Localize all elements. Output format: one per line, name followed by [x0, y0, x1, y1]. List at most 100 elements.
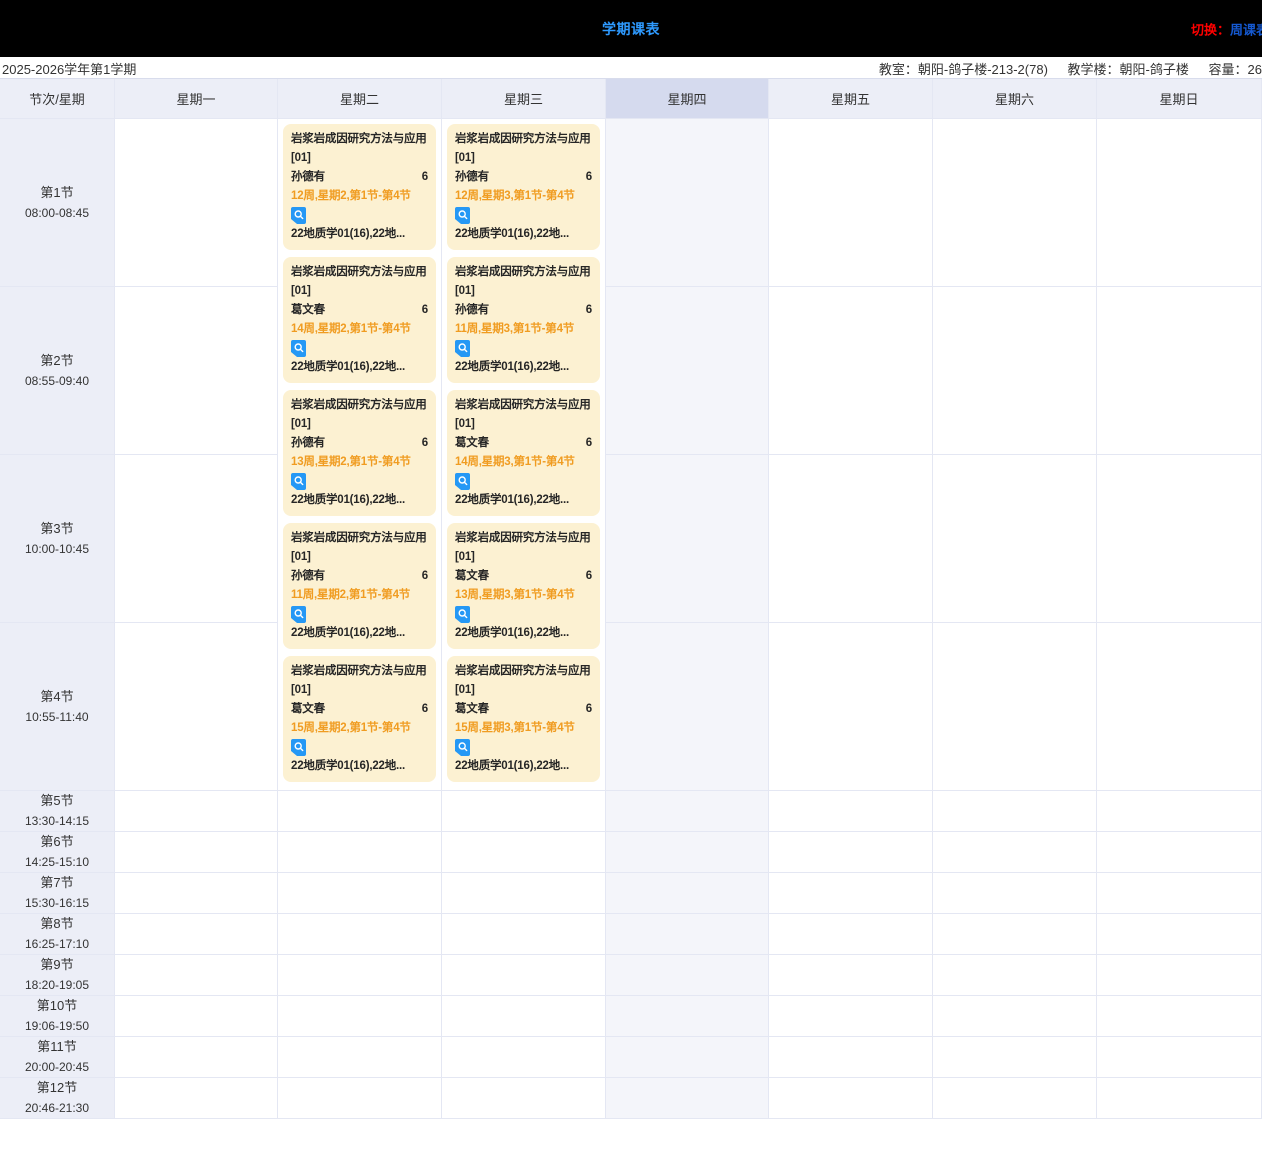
- course-card[interactable]: 岩浆岩成因研究方法与应用[01] 孙德有 6 13周,星期2,第1节-第4节 22地质学…: [283, 390, 436, 516]
- preview-search-icon[interactable]: [291, 473, 306, 490]
- course-card[interactable]: 岩浆岩成因研究方法与应用[01] 葛文春 6 15周,星期2,第1节-第4节 22地质学…: [283, 656, 436, 782]
- building-value: 朝阳-鸽子楼: [1119, 62, 1189, 77]
- icon-row: [455, 605, 592, 624]
- teacher-name: 孙德有: [455, 171, 489, 183]
- period-time: 13:30-14:15: [24, 814, 90, 828]
- period-time: 15:30-16:15: [24, 896, 90, 910]
- classroom-info: 教室：朝阳-鸽子楼-213-2(78): [879, 62, 1048, 77]
- schedule-cell: [115, 287, 278, 455]
- enrolled-count: 6: [585, 437, 592, 449]
- teacher-row: 孙德有 6: [291, 168, 428, 187]
- schedule-cell: [606, 791, 769, 832]
- schedule-cell: [769, 791, 933, 832]
- teacher-name: 葛文春: [455, 437, 489, 449]
- icon-row: [291, 605, 428, 624]
- page-title: 学期课表: [602, 20, 660, 37]
- period-cell-12: 第12节 20:46-21:30: [0, 1078, 115, 1119]
- icon-row: [455, 472, 592, 491]
- preview-search-icon[interactable]: [291, 340, 306, 357]
- schedule-cell: [115, 955, 278, 996]
- course-title: 岩浆岩成因研究方法与应用[01]: [291, 399, 427, 430]
- course-card[interactable]: 岩浆岩成因研究方法与应用[01] 葛文春 6 15周,星期3,第1节-第4节 22地质学…: [447, 656, 600, 782]
- day-header-6: 星期六: [933, 79, 1097, 119]
- period-time: 16:25-17:10: [24, 937, 90, 951]
- preview-search-icon[interactable]: [291, 207, 306, 224]
- schedule-cell: [769, 287, 933, 455]
- icon-row: [291, 206, 428, 225]
- schedule-cell: [1097, 1078, 1262, 1119]
- schedule-cell: [442, 1078, 606, 1119]
- schedule-cell: [115, 832, 278, 873]
- period-time: 19:06-19:50: [24, 1019, 90, 1033]
- preview-search-icon[interactable]: [455, 606, 470, 623]
- course-card[interactable]: 岩浆岩成因研究方法与应用[01] 葛文春 6 14周,星期2,第1节-第4节 22地质学…: [283, 257, 436, 383]
- building-label: 教学楼：: [1067, 62, 1120, 77]
- preview-search-icon[interactable]: [455, 207, 470, 224]
- schedule-cell: [115, 1078, 278, 1119]
- enrolled-count: 6: [585, 304, 592, 316]
- course-card[interactable]: 岩浆岩成因研究方法与应用[01] 孙德有 6 11周,星期2,第1节-第4节 22地质学…: [283, 523, 436, 649]
- student-classes: 22地质学01(16),22地...: [291, 760, 406, 772]
- icon-row: [291, 738, 428, 757]
- course-title: 岩浆岩成因研究方法与应用[01]: [455, 133, 591, 164]
- schedule-cell: [1097, 791, 1262, 832]
- preview-search-icon[interactable]: [455, 739, 470, 756]
- course-card[interactable]: 岩浆岩成因研究方法与应用[01] 孙德有 6 12周,星期2,第1节-第4节 22地质学…: [283, 124, 436, 250]
- schedule-cell: [442, 996, 606, 1037]
- schedule-cell: [606, 914, 769, 955]
- period-name: 第1节: [40, 184, 74, 200]
- period-cell-11: 第11节 20:00-20:45: [0, 1037, 115, 1078]
- schedule-cell: [1097, 914, 1262, 955]
- period-name: 第7节: [40, 875, 74, 890]
- preview-search-icon[interactable]: [291, 739, 306, 756]
- period-name: 第11节: [37, 1039, 77, 1054]
- period-name: 第12节: [36, 1080, 78, 1095]
- student-classes: 22地质学01(16),22地...: [291, 361, 406, 373]
- course-title: 岩浆岩成因研究方法与应用[01]: [291, 133, 427, 164]
- schedule-cell: [278, 791, 442, 832]
- schedule-cell: [278, 914, 442, 955]
- view-switch[interactable]: 切换：周课表: [1191, 19, 1262, 38]
- period-name: 第2节: [40, 352, 74, 368]
- preview-search-icon[interactable]: [291, 606, 306, 623]
- teacher-row: 孙德有 6: [291, 567, 428, 586]
- enrolled-count: 6: [421, 304, 428, 316]
- switch-week-view-link[interactable]: 周课表: [1229, 22, 1262, 37]
- preview-search-icon[interactable]: [455, 473, 470, 490]
- schedule-cell: [115, 873, 278, 914]
- student-classes: 22地质学01(16),22地...: [291, 494, 406, 506]
- course-title: 岩浆岩成因研究方法与应用[01]: [455, 399, 591, 430]
- period-cell-6: 第6节 14:25-15:10: [0, 832, 115, 873]
- course-card[interactable]: 岩浆岩成因研究方法与应用[01] 葛文春 6 13周,星期3,第1节-第4节 22地质学…: [447, 523, 600, 649]
- schedule-cell: [278, 1037, 442, 1078]
- course-card[interactable]: 岩浆岩成因研究方法与应用[01] 葛文春 6 14周,星期3,第1节-第4节 22地质学…: [447, 390, 600, 516]
- period-cell-10: 第10节 19:06-19:50: [0, 996, 115, 1037]
- schedule-cell: [442, 832, 606, 873]
- schedule-cell: [1097, 832, 1262, 873]
- period-time: 10:55-11:40: [25, 709, 89, 724]
- schedule-cell: [442, 791, 606, 832]
- preview-search-icon[interactable]: [455, 340, 470, 357]
- day-header-4: 星期四: [606, 79, 769, 119]
- student-classes: 22地质学01(16),22地...: [455, 760, 570, 772]
- day-header-5: 星期五: [769, 79, 933, 119]
- classroom-value: 朝阳-鸽子楼-213-2(78): [917, 62, 1048, 77]
- course-schedule: 15周,星期3,第1节-第4节: [455, 722, 575, 734]
- schedule-cell: [933, 791, 1097, 832]
- period-time: 08:55-09:40: [24, 373, 90, 388]
- period-cell-8: 第8节 16:25-17:10: [0, 914, 115, 955]
- course-card[interactable]: 岩浆岩成因研究方法与应用[01] 孙德有 6 11周,星期3,第1节-第4节 22地质学…: [447, 257, 600, 383]
- period-name: 第4节: [40, 688, 74, 704]
- teacher-name: 孙德有: [291, 171, 325, 183]
- schedule-cell: [933, 832, 1097, 873]
- period-time: 18:20-19:05: [24, 978, 90, 992]
- schedule-cell: [606, 455, 769, 623]
- period-cell-4: 第4节 10:55-11:40: [0, 623, 115, 791]
- schedule-cell: [442, 873, 606, 914]
- course-schedule: 14周,星期2,第1节-第4节: [291, 323, 411, 335]
- schedule-cell: [933, 455, 1097, 623]
- schedule-cell: [278, 873, 442, 914]
- course-card[interactable]: 岩浆岩成因研究方法与应用[01] 孙德有 6 12周,星期3,第1节-第4节 22地质学…: [447, 124, 600, 250]
- schedule-cell: [278, 832, 442, 873]
